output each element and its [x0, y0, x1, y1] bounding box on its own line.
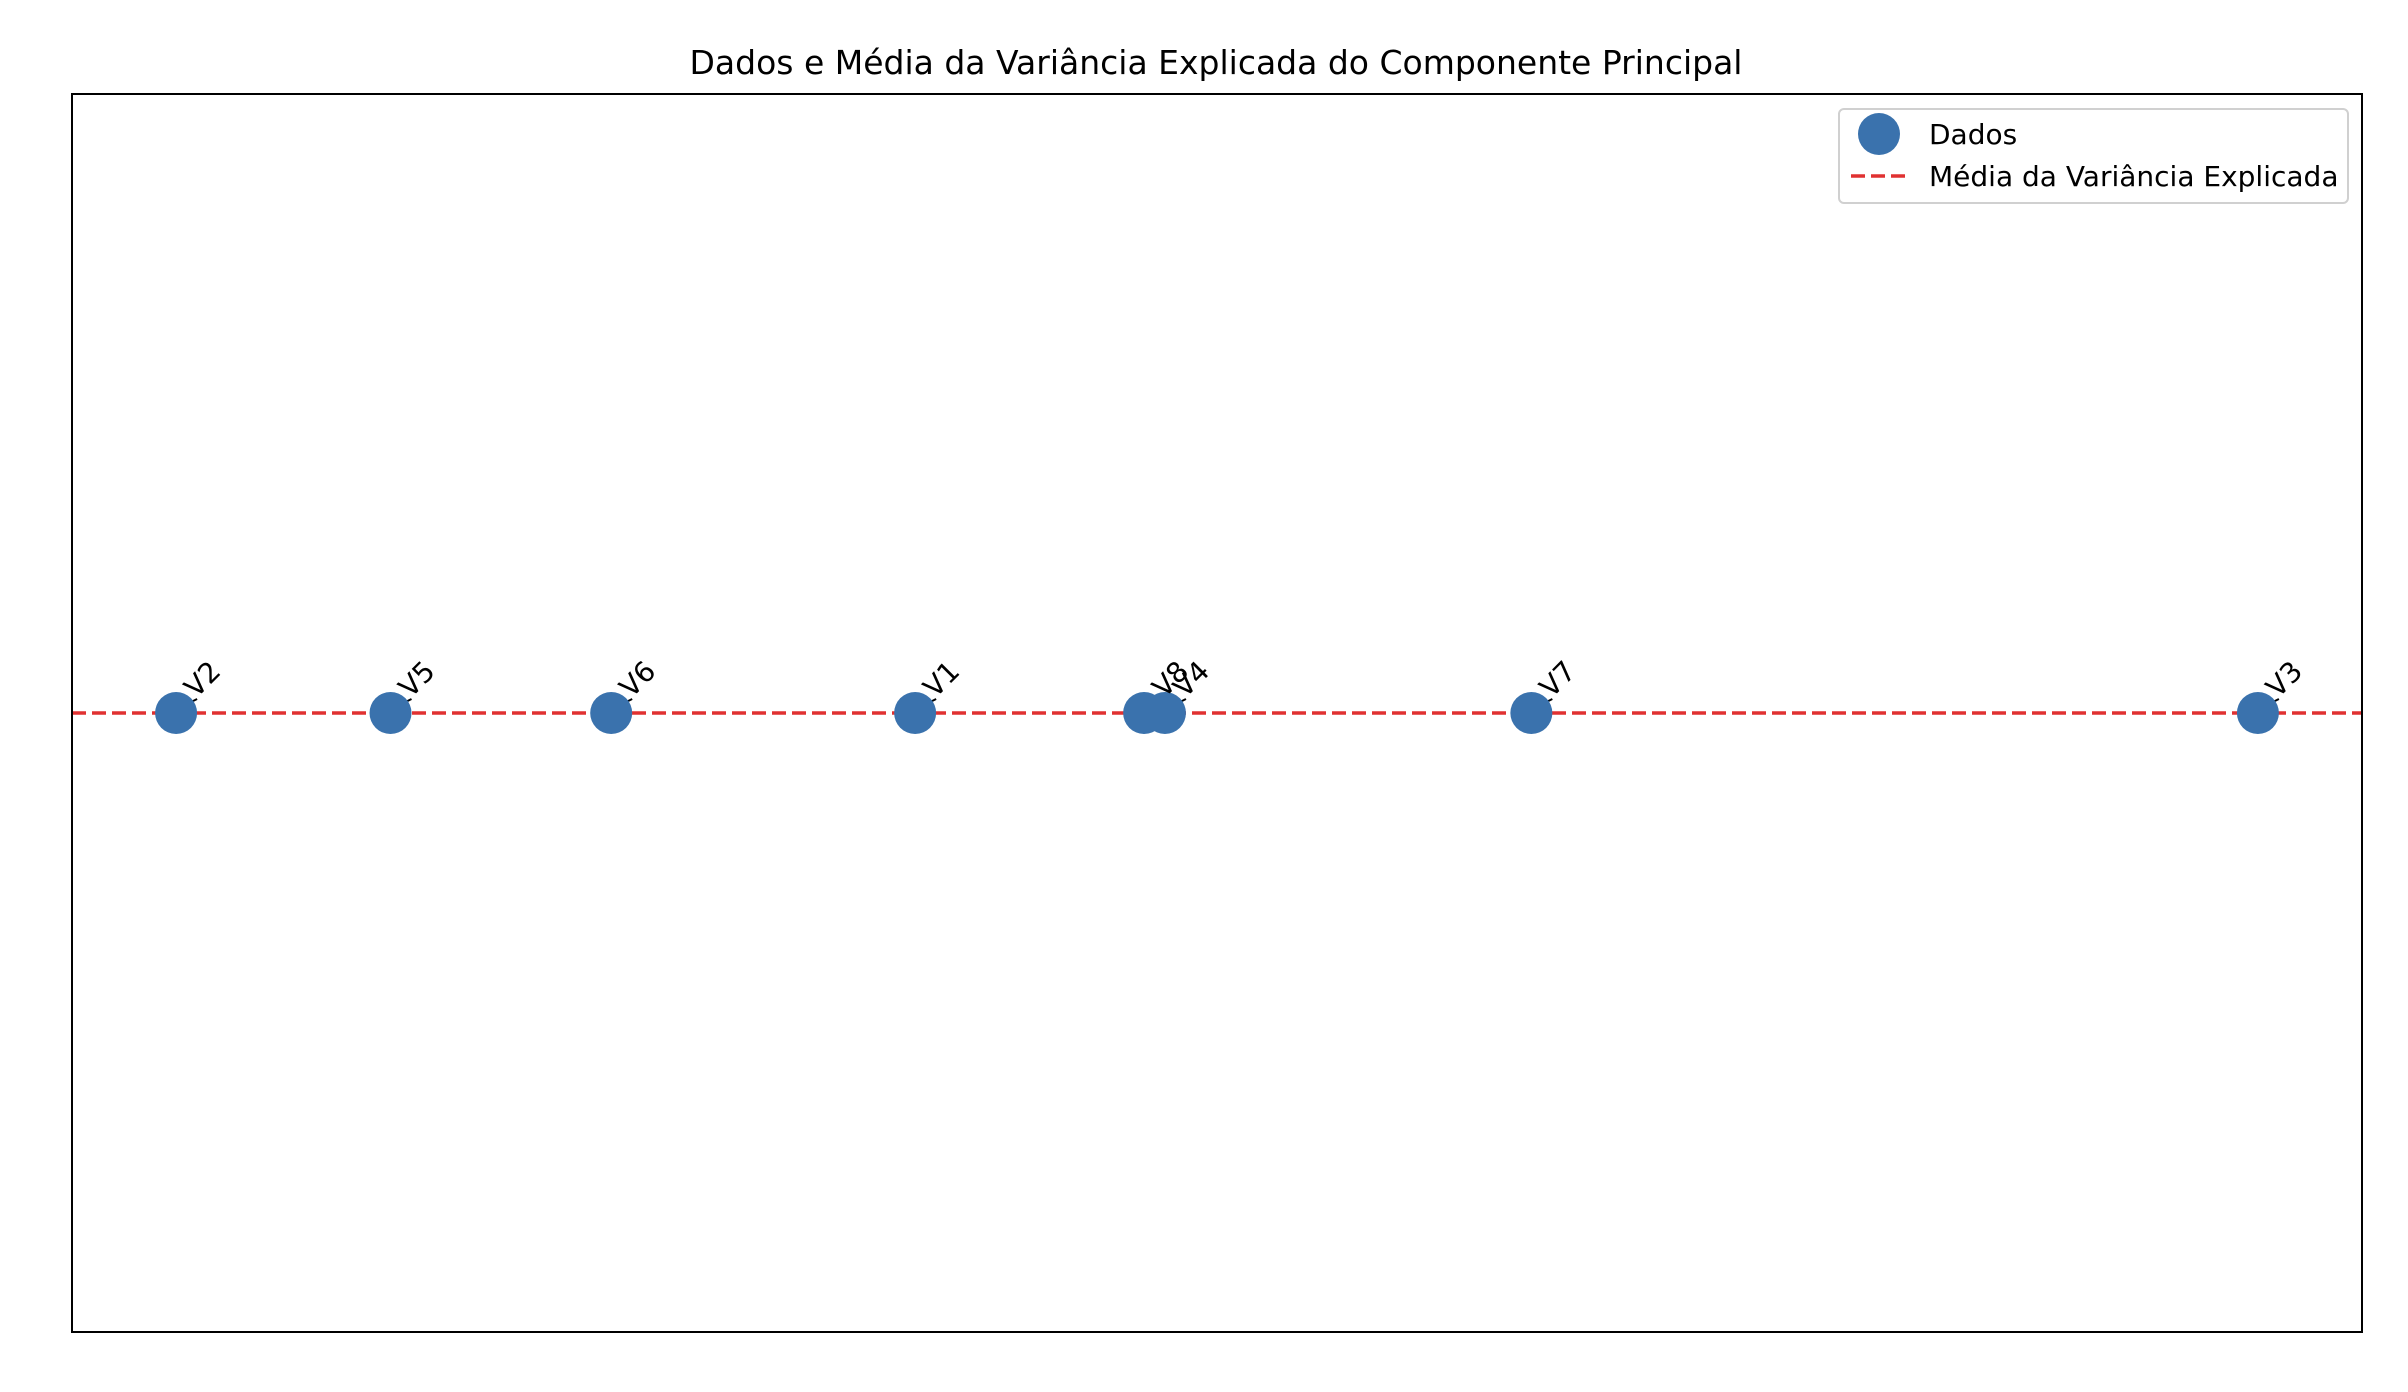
data-point-v1 — [894, 692, 937, 734]
chart-title: Dados e Média da Variância Explicada do … — [690, 43, 1743, 82]
data-point-v7 — [1510, 692, 1553, 734]
legend-box — [1838, 108, 2349, 204]
data-point-v2 — [155, 692, 198, 734]
plot-frame — [71, 93, 2363, 1333]
legend-marker-dados — [1858, 113, 1900, 155]
data-point-v4 — [1143, 692, 1186, 734]
data-point-v6 — [590, 692, 633, 734]
legend: Dados Média da Variância Explicada — [1838, 108, 2349, 204]
data-point-v5 — [369, 692, 412, 734]
data-point-v3 — [2236, 692, 2279, 734]
legend-label-dados: Dados — [1929, 118, 2017, 151]
legend-label-media: Média da Variância Explicada — [1929, 160, 2338, 193]
data-points — [155, 692, 2279, 734]
